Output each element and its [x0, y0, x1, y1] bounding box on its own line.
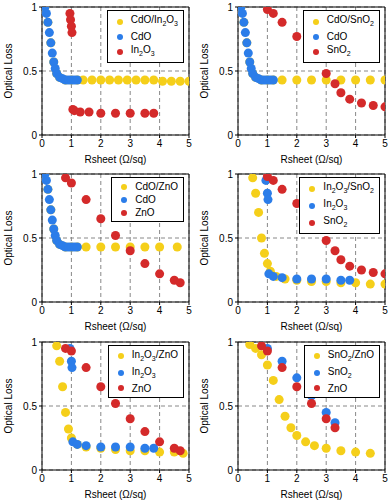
svg-text:Rsheet (Ω/sq): Rsheet (Ω/sq) [281, 321, 343, 332]
html-text:CdO/SnO2: CdO/SnO2 [326, 14, 374, 27]
svg-text:2: 2 [294, 473, 300, 484]
svg-text:3: 3 [127, 473, 133, 484]
svg-text:0: 0 [235, 473, 241, 484]
html-text:SnO2: SnO2 [323, 215, 348, 229]
svg-text:1: 1 [31, 169, 37, 180]
svg-text:2: 2 [98, 473, 104, 484]
svg-text:1: 1 [265, 138, 271, 149]
svg-text:1: 1 [227, 2, 233, 13]
svg-text:0: 0 [31, 464, 37, 475]
svg-text:0: 0 [227, 297, 233, 308]
svg-text:0: 0 [227, 130, 233, 141]
svg-text:Optical Loss: Optical Loss [8, 378, 14, 433]
html-text:SnO2: SnO2 [327, 365, 352, 379]
svg-text:5: 5 [186, 138, 192, 149]
svg-text:1: 1 [69, 138, 75, 149]
svg-text:3: 3 [323, 305, 329, 316]
svg-text:5: 5 [382, 473, 384, 484]
svg-text:2: 2 [98, 138, 104, 149]
html-text:CdO: CdO [130, 31, 152, 42]
svg-text:3: 3 [127, 305, 133, 316]
svg-text:Optical Loss: Optical Loss [8, 211, 14, 266]
svg-text:1: 1 [31, 2, 37, 13]
svg-text:4: 4 [157, 473, 163, 484]
svg-text:2: 2 [294, 305, 300, 316]
svg-text:1: 1 [265, 473, 271, 484]
svg-text:0: 0 [39, 138, 45, 149]
svg-text:0.5: 0.5 [23, 66, 37, 77]
svg-text:Rsheet (Ω/sq): Rsheet (Ω/sq) [85, 321, 147, 332]
svg-text:0: 0 [39, 473, 45, 484]
svg-text:5: 5 [382, 138, 384, 149]
html-text:In2O3/SnO2: In2O3/SnO2 [323, 181, 374, 195]
svg-text:0: 0 [227, 464, 233, 475]
html-text:ZnO: ZnO [327, 382, 348, 394]
html-text:SnO2/ZnO: SnO2/ZnO [327, 348, 374, 362]
svg-text:0.5: 0.5 [23, 233, 37, 244]
html-text:CdO: CdO [135, 194, 156, 206]
svg-text:0: 0 [235, 305, 241, 316]
svg-text:Optical Loss: Optical Loss [199, 378, 210, 433]
html-text:CdO: CdO [326, 31, 348, 42]
svg-text:Optical Loss: Optical Loss [199, 211, 210, 266]
svg-text:0.5: 0.5 [219, 66, 233, 77]
svg-text:5: 5 [186, 305, 192, 316]
html-text:CdO/ZnO: CdO/ZnO [135, 181, 178, 193]
svg-text:4: 4 [157, 305, 163, 316]
svg-text:5: 5 [186, 473, 192, 484]
html-text:CdO/In2O3: CdO/In2O3 [130, 14, 178, 27]
svg-text:Rsheet (Ω/sq): Rsheet (Ω/sq) [85, 489, 147, 500]
svg-text:Rsheet (Ω/sq): Rsheet (Ω/sq) [281, 489, 343, 500]
svg-text:0.5: 0.5 [219, 400, 233, 411]
svg-text:1: 1 [31, 336, 37, 347]
svg-text:4: 4 [353, 138, 359, 149]
svg-text:0.5: 0.5 [23, 400, 37, 411]
svg-text:Optical Loss: Optical Loss [8, 43, 14, 98]
svg-text:3: 3 [127, 138, 133, 149]
svg-text:1: 1 [69, 473, 75, 484]
html-text:SnO2: SnO2 [326, 44, 351, 57]
html-text:In2O3: In2O3 [323, 198, 348, 212]
svg-text:2: 2 [98, 305, 104, 316]
svg-text:Rsheet (Ω/sq): Rsheet (Ω/sq) [281, 154, 343, 165]
svg-text:4: 4 [353, 305, 359, 316]
svg-text:Rsheet (Ω/sq): Rsheet (Ω/sq) [85, 154, 147, 165]
svg-text:5: 5 [382, 305, 384, 316]
html-text:In2O3: In2O3 [130, 44, 155, 57]
svg-text:1: 1 [265, 305, 271, 316]
svg-text:0: 0 [235, 138, 241, 149]
svg-text:Optical Loss: Optical Loss [199, 43, 210, 98]
svg-text:0: 0 [31, 130, 37, 141]
html-text:In2O3/ZnO: In2O3/ZnO [131, 348, 178, 362]
svg-text:0.5: 0.5 [219, 233, 233, 244]
html-text:ZnO: ZnO [131, 382, 152, 394]
html-text:ZnO: ZnO [135, 207, 155, 219]
svg-text:1: 1 [227, 169, 233, 180]
svg-text:3: 3 [323, 138, 329, 149]
svg-text:2: 2 [294, 138, 300, 149]
svg-text:1: 1 [227, 336, 233, 347]
svg-text:1: 1 [69, 305, 75, 316]
html-text:In2O3: In2O3 [131, 365, 156, 379]
svg-text:0: 0 [31, 297, 37, 308]
svg-text:4: 4 [353, 473, 359, 484]
svg-text:3: 3 [323, 473, 329, 484]
svg-text:0: 0 [39, 305, 45, 316]
svg-text:4: 4 [157, 138, 163, 149]
